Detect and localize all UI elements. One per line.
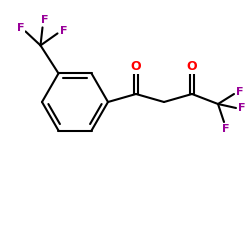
Text: F: F — [60, 26, 67, 36]
Text: O: O — [131, 60, 141, 72]
Text: F: F — [222, 124, 230, 134]
Text: F: F — [236, 87, 244, 97]
Text: F: F — [41, 16, 48, 26]
Text: O: O — [187, 60, 197, 72]
Text: F: F — [17, 24, 24, 34]
Text: F: F — [238, 103, 246, 113]
